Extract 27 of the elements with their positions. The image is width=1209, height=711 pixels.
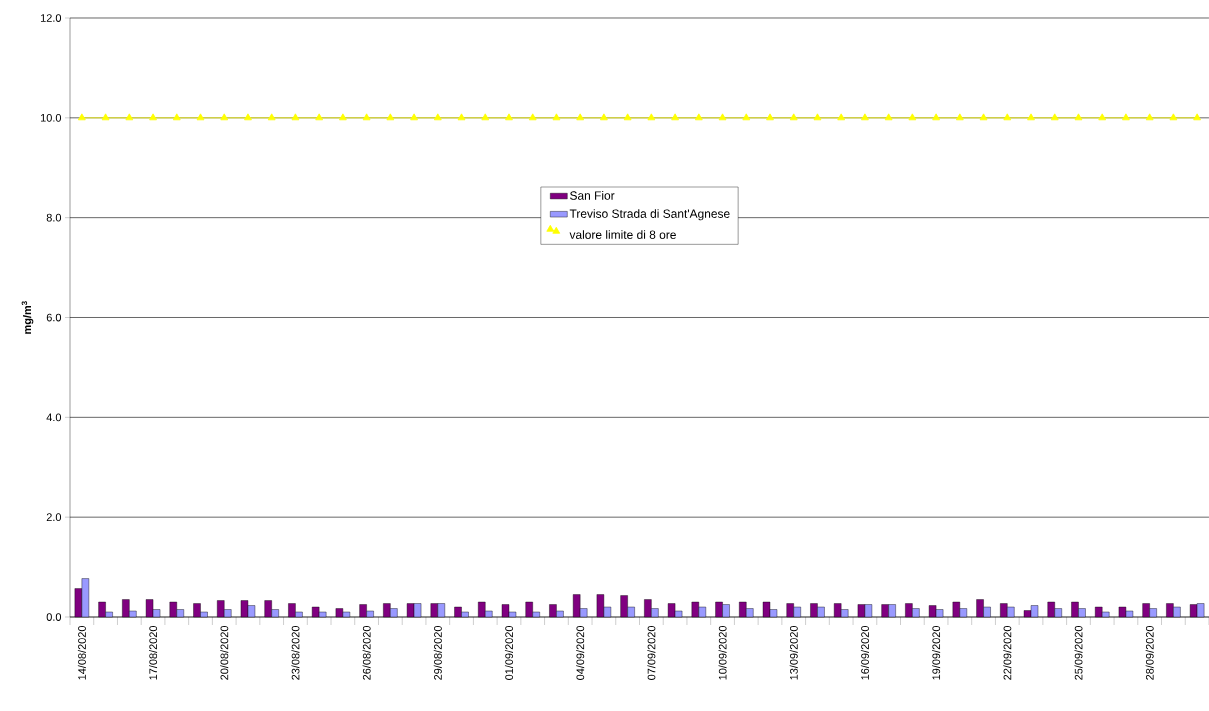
x-tick-label: 26/08/2020 — [362, 625, 371, 680]
x-tick-label: 04/09/2020 — [576, 625, 585, 680]
x-tick-label: 01/09/2020 — [504, 625, 514, 680]
y-tick-label: 8.0 — [46, 213, 62, 222]
legend-label: San Fior — [570, 191, 615, 200]
x-tick-label: 16/09/2020 — [860, 625, 869, 680]
x-tick-label: 17/08/2020 — [149, 625, 158, 680]
y-tick-label: 10.0 — [40, 113, 62, 122]
y-tick-label: 12.0 — [40, 14, 62, 22]
legend-label: valore limite di 8 ore — [569, 230, 676, 239]
y-tick-label: 2.0 — [46, 513, 62, 522]
x-tick-label: 14/08/2020 — [77, 625, 86, 680]
y-tick-label: 4.0 — [46, 413, 62, 422]
y-axis-title: mg/m$^{3}$ — [21, 301, 34, 334]
x-tick-label: 29/08/2020 — [433, 625, 442, 680]
x-tick-label: 20/08/2020 — [220, 625, 229, 680]
x-tick-label: 22/09/2020 — [1003, 625, 1012, 680]
x-tick-label: 07/09/2020 — [647, 625, 656, 680]
x-tick-label: 13/09/2020 — [789, 625, 798, 680]
x-tick-label: 10/09/2020 — [718, 625, 727, 680]
x-tick-label: 28/09/2020 — [1145, 625, 1154, 680]
y-tick-label: 0.0 — [46, 613, 62, 621]
x-tick-label: 25/09/2020 — [1074, 625, 1083, 680]
x-tick-label: 19/09/2020 — [932, 625, 941, 680]
x-tick-label: 23/08/2020 — [291, 625, 300, 680]
legend-label: Treviso Strada di Sant'Agnese — [569, 209, 730, 221]
y-tick-label: 6.0 — [46, 313, 62, 322]
